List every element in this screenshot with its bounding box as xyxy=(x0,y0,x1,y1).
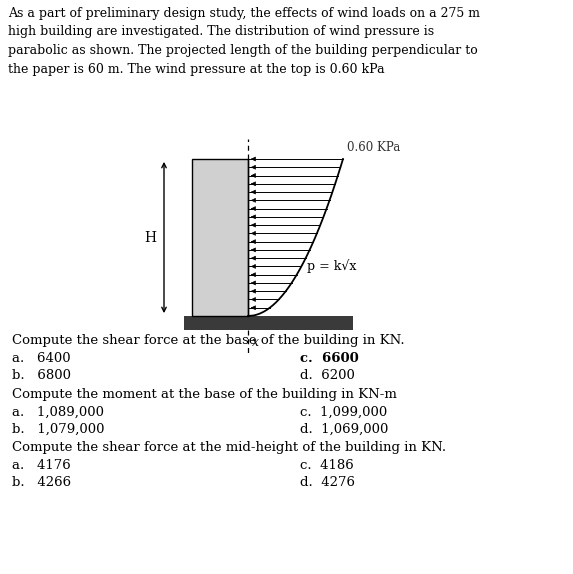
Text: a.   4176: a. 4176 xyxy=(12,459,70,472)
Text: b.   1,079,000: b. 1,079,000 xyxy=(12,422,104,435)
Text: b.   6800: b. 6800 xyxy=(12,369,71,382)
Text: c.  6600: c. 6600 xyxy=(300,352,359,365)
Text: Compute the shear force at the mid-height of the building in KN.: Compute the shear force at the mid-heigh… xyxy=(12,441,446,454)
Text: c.  4186: c. 4186 xyxy=(300,459,354,472)
Text: x: x xyxy=(252,336,259,349)
Bar xyxy=(192,159,248,316)
Text: a.   1,089,000: a. 1,089,000 xyxy=(12,406,104,419)
Text: d.  6200: d. 6200 xyxy=(300,369,355,382)
Text: Compute the shear force at the base of the building in KN.: Compute the shear force at the base of t… xyxy=(12,334,405,347)
Text: 0.60 KPa: 0.60 KPa xyxy=(347,141,401,154)
Bar xyxy=(184,316,353,330)
Text: b.   4266: b. 4266 xyxy=(12,476,71,489)
Text: d.  1,069,000: d. 1,069,000 xyxy=(300,422,388,435)
Text: a.   6400: a. 6400 xyxy=(12,352,70,365)
Text: c.  1,099,000: c. 1,099,000 xyxy=(300,406,387,419)
Text: As a part of preliminary design study, the effects of wind loads on a 275 m
high: As a part of preliminary design study, t… xyxy=(8,7,480,76)
Text: d.  4276: d. 4276 xyxy=(300,476,355,489)
Text: Compute the moment at the base of the building in KN-m: Compute the moment at the base of the bu… xyxy=(12,387,397,401)
Text: H: H xyxy=(144,231,156,245)
Text: p = k√x: p = k√x xyxy=(307,259,356,273)
